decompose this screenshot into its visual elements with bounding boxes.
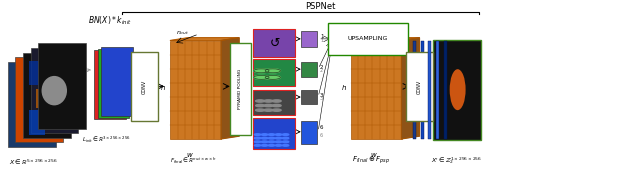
Bar: [98, 49, 129, 118]
Circle shape: [275, 134, 282, 135]
Bar: [253, 59, 294, 86]
FancyBboxPatch shape: [230, 43, 250, 135]
Text: $X \in \mathbb{R}^{5 \times 256 \times 256}$: $X \in \mathbb{R}^{5 \times 256 \times 2…: [9, 157, 58, 167]
Circle shape: [282, 141, 289, 143]
Circle shape: [254, 134, 260, 135]
Text: $h$: $h$: [341, 83, 347, 92]
Circle shape: [255, 104, 264, 107]
Text: $F_{final} \in \mathbb{R}^{n_{out} \times w \times h}$: $F_{final} \in \mathbb{R}^{n_{out} \time…: [170, 156, 217, 166]
Bar: [23, 53, 71, 138]
Circle shape: [275, 145, 282, 146]
Text: $\circlearrowleft$: $\circlearrowleft$: [267, 37, 281, 49]
Bar: [253, 90, 294, 115]
Text: PYRAMID POOLING: PYRAMID POOLING: [238, 69, 243, 109]
Circle shape: [255, 100, 264, 102]
Bar: [428, 40, 431, 139]
Text: 3: 3: [320, 93, 323, 98]
FancyBboxPatch shape: [328, 23, 408, 55]
Bar: [301, 121, 317, 144]
Ellipse shape: [42, 76, 67, 105]
Circle shape: [265, 75, 280, 79]
Polygon shape: [221, 38, 239, 139]
Circle shape: [261, 134, 268, 135]
Polygon shape: [170, 38, 239, 40]
FancyBboxPatch shape: [406, 52, 433, 121]
Circle shape: [264, 104, 273, 107]
Bar: [444, 40, 447, 139]
Text: $F_{final} \oplus F_{psp}$: $F_{final} \oplus F_{psp}$: [352, 154, 390, 166]
Text: $w$: $w$: [371, 151, 378, 159]
Bar: [301, 62, 317, 77]
Bar: [29, 61, 49, 85]
Circle shape: [282, 134, 289, 135]
Circle shape: [253, 75, 269, 79]
Circle shape: [268, 141, 275, 143]
Text: $n_{out}$: $n_{out}$: [177, 29, 189, 37]
Bar: [8, 62, 56, 147]
Bar: [15, 57, 63, 142]
Text: $BN(X) * k_{init}$: $BN(X) * k_{init}$: [88, 15, 132, 27]
Bar: [301, 90, 317, 104]
Text: $h$: $h$: [159, 83, 166, 92]
Text: 1: 1: [320, 38, 323, 43]
Bar: [94, 50, 125, 119]
Circle shape: [255, 109, 264, 111]
Bar: [31, 48, 79, 133]
Bar: [253, 118, 294, 149]
Circle shape: [275, 137, 282, 139]
Circle shape: [264, 109, 273, 111]
Circle shape: [261, 145, 268, 146]
FancyBboxPatch shape: [170, 40, 221, 139]
Circle shape: [268, 134, 275, 135]
Text: UPSAMPLING: UPSAMPLING: [348, 36, 388, 41]
Text: 6: 6: [320, 133, 323, 138]
Circle shape: [272, 109, 281, 111]
Circle shape: [261, 141, 268, 143]
Text: $X' \in \mathbb{Z}_2^{1 \times 256 \times 256}$: $X' \in \mathbb{Z}_2^{1 \times 256 \time…: [431, 155, 483, 166]
Text: $w$: $w$: [186, 151, 193, 159]
Bar: [301, 31, 317, 47]
Circle shape: [254, 141, 260, 143]
Text: 1: 1: [320, 34, 323, 39]
Text: $n_{cat}$: $n_{cat}$: [362, 29, 374, 37]
Text: 2: 2: [320, 65, 323, 70]
Circle shape: [268, 137, 275, 139]
FancyBboxPatch shape: [351, 40, 401, 139]
Text: 6: 6: [320, 125, 323, 130]
Polygon shape: [401, 38, 419, 139]
Text: CONV: CONV: [141, 79, 147, 94]
Bar: [36, 89, 49, 108]
Bar: [29, 110, 45, 135]
Circle shape: [268, 145, 275, 146]
Circle shape: [282, 137, 289, 139]
Text: 2: 2: [320, 68, 323, 73]
Circle shape: [272, 100, 281, 102]
Circle shape: [254, 137, 260, 139]
Circle shape: [261, 137, 268, 139]
Circle shape: [282, 145, 289, 146]
Text: 3: 3: [320, 96, 323, 101]
Bar: [436, 40, 439, 139]
Polygon shape: [351, 38, 419, 40]
FancyBboxPatch shape: [131, 52, 157, 121]
Text: $L_{init} \in \mathbb{R}^{3 \times 256 \times 256}$: $L_{init} \in \mathbb{R}^{3 \times 256 \…: [82, 135, 131, 145]
Bar: [38, 43, 86, 129]
Circle shape: [272, 104, 281, 107]
Circle shape: [264, 100, 273, 102]
Circle shape: [253, 69, 269, 73]
Bar: [253, 29, 294, 57]
Bar: [420, 40, 424, 139]
Bar: [413, 40, 416, 139]
Text: CONV: CONV: [417, 79, 422, 94]
FancyBboxPatch shape: [433, 40, 481, 140]
Circle shape: [265, 69, 280, 73]
Circle shape: [275, 141, 282, 143]
Circle shape: [254, 145, 260, 146]
Ellipse shape: [450, 69, 466, 110]
Bar: [101, 47, 133, 116]
Text: PSPNet: PSPNet: [305, 2, 335, 11]
